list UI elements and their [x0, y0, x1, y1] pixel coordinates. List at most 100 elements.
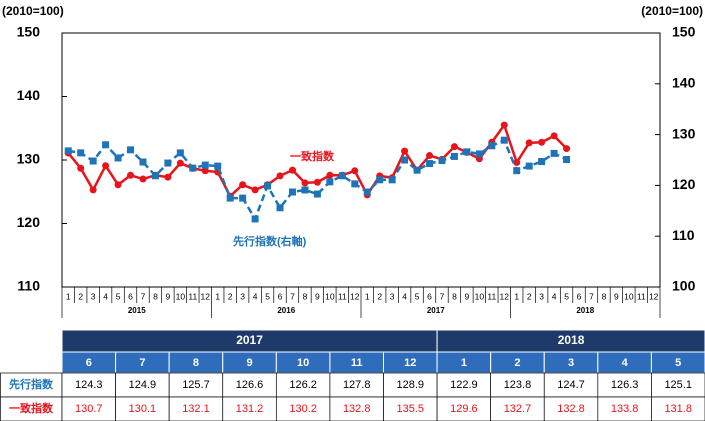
month-header: 12 [404, 357, 416, 369]
x-tick-label: 8 [153, 291, 158, 301]
marker [401, 156, 409, 164]
marker [313, 190, 321, 198]
marker [127, 146, 135, 154]
x-tick-label: 4 [552, 291, 557, 301]
marker [89, 186, 97, 194]
row-label: 先行指数 [9, 377, 54, 391]
marker [226, 194, 234, 202]
x-tick-label: 7 [141, 291, 146, 301]
table-cell [61, 372, 116, 398]
marker [450, 152, 458, 160]
marker [164, 159, 172, 167]
x-tick-label: 1 [66, 291, 71, 301]
marker [500, 121, 508, 129]
marker [363, 188, 371, 196]
month-header: 1 [461, 357, 467, 369]
marker [176, 159, 184, 167]
marker [326, 171, 334, 179]
x-tick-label: 5 [415, 291, 420, 301]
marker [538, 158, 546, 166]
y-tick-label: 120 [17, 214, 41, 230]
marker [513, 167, 521, 175]
x-tick-label: 6 [427, 291, 432, 301]
x-tick-label: 8 [602, 291, 607, 301]
table-cell [651, 372, 705, 398]
x-tick-label: 7 [440, 291, 445, 301]
month-header: 7 [139, 357, 145, 369]
table-cell [543, 372, 599, 398]
x-tick-label: 11 [338, 291, 347, 301]
x-tick-label: 3 [390, 291, 395, 301]
marker [176, 149, 184, 157]
marker [301, 179, 309, 187]
month-header: 5 [675, 357, 681, 369]
x-tick-label: 11 [637, 291, 646, 301]
marker [64, 147, 72, 155]
series-label: 先行指数(右軸) [233, 234, 307, 248]
y-tick-label: 130 [17, 151, 41, 167]
x-tick-label: 10 [325, 291, 335, 301]
marker [388, 176, 396, 184]
x-tick-label: 12 [201, 291, 211, 301]
marker [525, 162, 533, 170]
x-tick-label: 5 [265, 291, 270, 301]
table-value: 133.8 [611, 403, 639, 415]
marker [214, 162, 222, 170]
table-value: 132.1 [182, 403, 210, 415]
marker [450, 143, 458, 151]
table-value: 130.1 [129, 403, 157, 415]
table-cell [543, 396, 599, 421]
marker [313, 178, 321, 186]
table-value: 129.6 [450, 403, 478, 415]
month-header: 2 [514, 357, 520, 369]
x-tick-label: 3 [240, 291, 245, 301]
table-cell [222, 396, 277, 421]
marker [550, 149, 558, 157]
marker [139, 158, 147, 166]
marker [563, 155, 571, 163]
table-value: 125.1 [664, 379, 692, 391]
table-value: 126.2 [289, 379, 317, 391]
marker [239, 194, 247, 202]
table-cell [436, 396, 492, 421]
marker [77, 149, 85, 157]
year-header: 2018 [558, 333, 585, 347]
y2-tick-label: 150 [672, 24, 696, 40]
plot-frame [61, 32, 661, 288]
table-cell [168, 396, 224, 421]
marker [201, 161, 209, 169]
marker [164, 173, 172, 181]
table-value: 122.9 [450, 379, 478, 391]
x-tick-label: 5 [564, 291, 569, 301]
year-label: 2018 [576, 306, 594, 315]
table-value: 128.9 [397, 379, 425, 391]
y2-tick-label: 100 [672, 278, 696, 294]
marker [102, 162, 110, 170]
marker [563, 145, 571, 153]
x-tick-label: 10 [475, 291, 485, 301]
x-tick-label: 6 [577, 291, 582, 301]
x-tick-label: 2 [377, 291, 382, 301]
x-tick-label: 9 [166, 291, 171, 301]
x-tick-label: 4 [253, 291, 258, 301]
marker [139, 175, 147, 183]
table-value: 124.3 [75, 379, 103, 391]
y2-tick-label: 140 [672, 75, 696, 91]
marker [438, 157, 446, 165]
table-value: 126.3 [611, 379, 639, 391]
x-tick-label: 6 [278, 291, 283, 301]
marker [488, 142, 496, 150]
table-value: 130.2 [289, 403, 317, 415]
table-cell [222, 372, 277, 398]
month-header: 9 [246, 357, 252, 369]
table-value: 132.7 [504, 403, 532, 415]
x-tick-label: 8 [303, 291, 308, 301]
month-header: 3 [568, 357, 574, 369]
x-tick-label: 2 [527, 291, 532, 301]
x-tick-label: 4 [103, 291, 108, 301]
marker [426, 152, 434, 160]
x-tick-label: 2 [228, 291, 233, 301]
table-value: 135.5 [397, 403, 425, 415]
table-cell [61, 396, 116, 421]
